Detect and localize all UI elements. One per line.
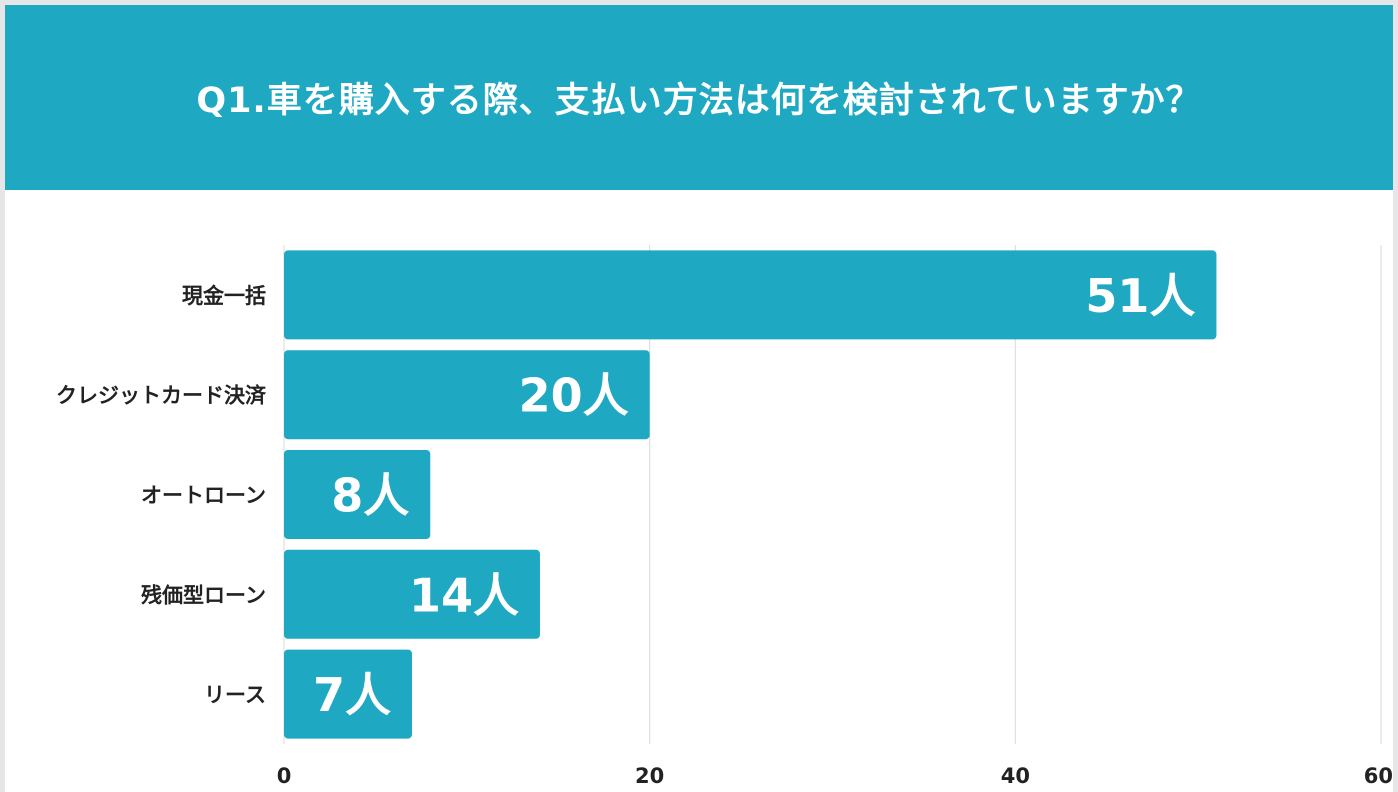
value-label-2: 8人 [331,469,409,523]
value-label-3: 14人 [409,568,519,622]
value-label-4: 7人 [313,668,391,722]
category-label-0: 現金一括 [182,284,266,308]
category-label-2: オートローン [141,484,266,508]
value-label-0: 51人 [1085,269,1195,323]
bar-4 [284,649,412,739]
chart-title: Q1.車を購入する際、支払い方法は何を検討されていますか？ [196,81,1202,121]
x-tick-label-3: 60 [1364,764,1393,788]
value-label-1: 20人 [519,369,629,423]
bar-2 [284,450,431,539]
category-label-1: クレジットカード決済 [56,384,267,408]
x-tick-label-0: 0 [277,764,292,788]
x-tick-label-2: 40 [1001,764,1030,788]
bar-3 [284,549,540,639]
chart-card: Q1.車を購入する際、支払い方法は何を検討されていますか？ 現金一括 51人クレジ… [5,5,1393,792]
x-tick-label-1: 20 [635,764,664,788]
bar-1 [284,350,650,440]
chart-header: Q1.車を購入する際、支払い方法は何を検討されていますか？ [5,5,1393,190]
bar-0 [284,250,1217,340]
category-label-3: 残価型ローン [141,583,266,607]
category-label-4: リース [204,683,266,707]
